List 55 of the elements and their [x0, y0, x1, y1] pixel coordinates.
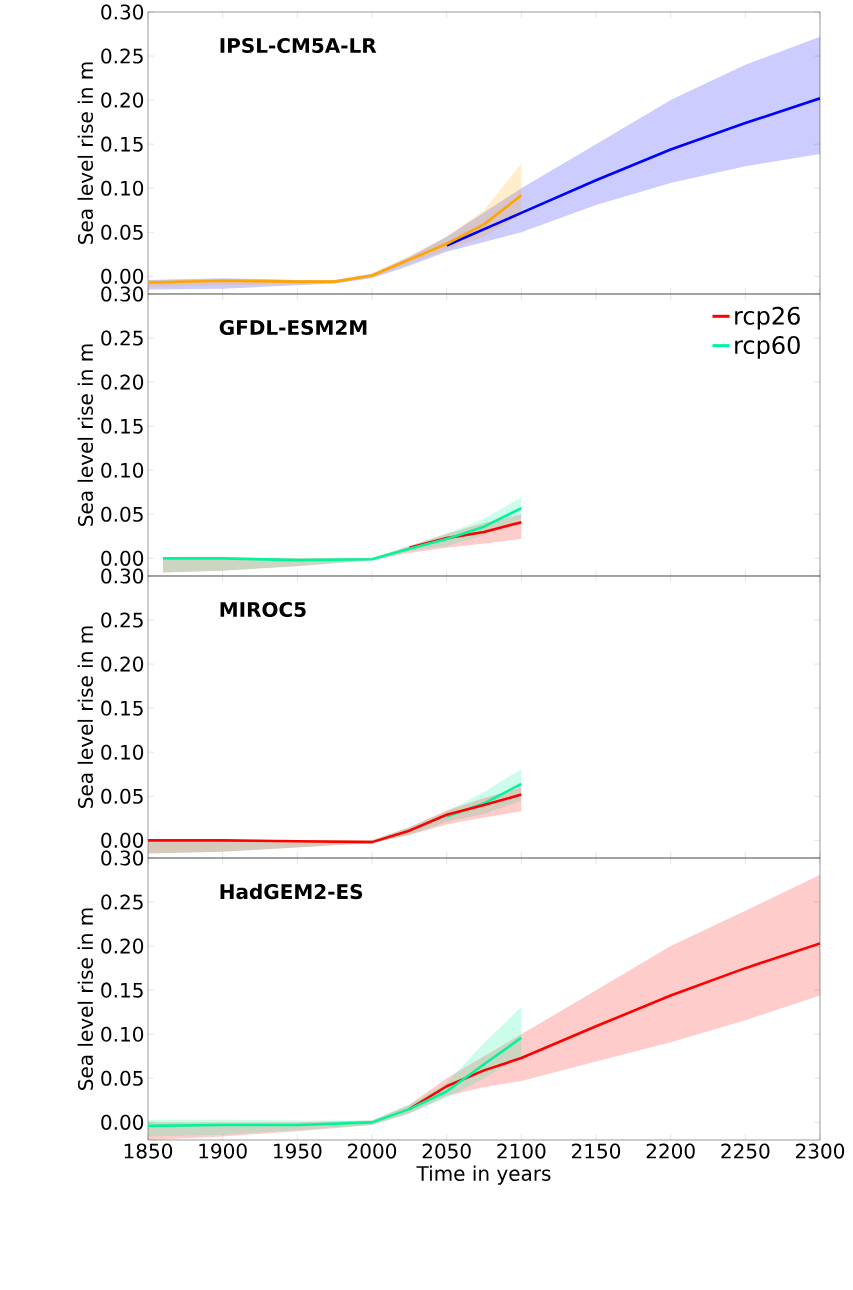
y-tick-label: 0.30	[101, 850, 144, 866]
y-tick-label: 0.25	[101, 894, 143, 910]
y-tick-label: 0.25	[101, 330, 143, 346]
y-tick-label: 0.30	[101, 4, 144, 20]
x-tick-label: 1900	[199, 1143, 247, 1159]
y-tick-label: 0.20	[101, 656, 144, 672]
x-tick-label: 2300	[796, 1143, 845, 1159]
y-tick-label: 0.00	[101, 268, 144, 284]
y-tick-label: 0.25	[101, 48, 143, 64]
line-series	[408, 942, 820, 1111]
legend-label: rcp60	[735, 335, 800, 359]
y-tick-label: 0.15	[101, 982, 143, 998]
line-series	[148, 1036, 523, 1128]
text: HadGEM2-ES	[220, 883, 363, 900]
y-axis-title: Sea level rise in m	[77, 344, 94, 526]
y-tick-label: 0.30	[101, 568, 144, 584]
y-tick-label: 0.30	[101, 286, 144, 302]
y-axis-title: Sea level rise in m	[77, 908, 94, 1090]
y-tick-label: 0.25	[101, 612, 143, 628]
y-tick-label: 0.05	[101, 1070, 143, 1086]
y-tick-label: 0.10	[101, 180, 144, 196]
text: MIROC5	[220, 601, 306, 618]
y-tick-label: 0.15	[101, 136, 143, 152]
y-tick-label: 0.10	[101, 462, 144, 478]
y-tick-label: 0.05	[101, 506, 143, 522]
line-series	[148, 193, 523, 284]
text: IPSL-CM5A-LR	[220, 37, 377, 54]
line-series	[445, 97, 820, 247]
y-tick-label: 0.00	[101, 832, 144, 848]
x-tick-label: 1950	[274, 1143, 322, 1159]
y-tick-label: 0.10	[101, 744, 144, 760]
x-tick-label: 2050	[422, 1143, 471, 1159]
x-tick-label: 2200	[646, 1143, 695, 1159]
legend-label: rcp26	[735, 306, 800, 330]
y-tick-label: 0.00	[101, 1114, 144, 1130]
y-tick-label: 0.15	[101, 418, 143, 434]
line-series	[148, 793, 523, 844]
x-tick-label: 2100	[497, 1143, 546, 1159]
y-axis-title: Sea level rise in m	[77, 62, 94, 244]
y-tick-label: 0.20	[101, 374, 144, 390]
x-tick-label: 2000	[348, 1143, 397, 1159]
line-series	[161, 506, 523, 562]
x-tick-label: 2250	[721, 1143, 770, 1159]
y-axis-title: Sea level rise in m	[77, 626, 94, 808]
x-tick-label: 1850	[124, 1143, 173, 1159]
y-tick-label: 0.10	[101, 1026, 144, 1042]
text: GFDL-ESM2M	[219, 319, 367, 336]
y-tick-label: 0.15	[101, 700, 143, 716]
y-tick-label: 0.00	[101, 550, 144, 566]
x-axis-title: Time in years	[416, 1165, 551, 1185]
x-tick-label: 2150	[572, 1143, 621, 1159]
y-tick-label: 0.20	[101, 92, 144, 108]
y-tick-label: 0.05	[101, 788, 143, 804]
y-tick-label: 0.20	[101, 938, 144, 954]
y-tick-label: 0.05	[101, 224, 143, 240]
